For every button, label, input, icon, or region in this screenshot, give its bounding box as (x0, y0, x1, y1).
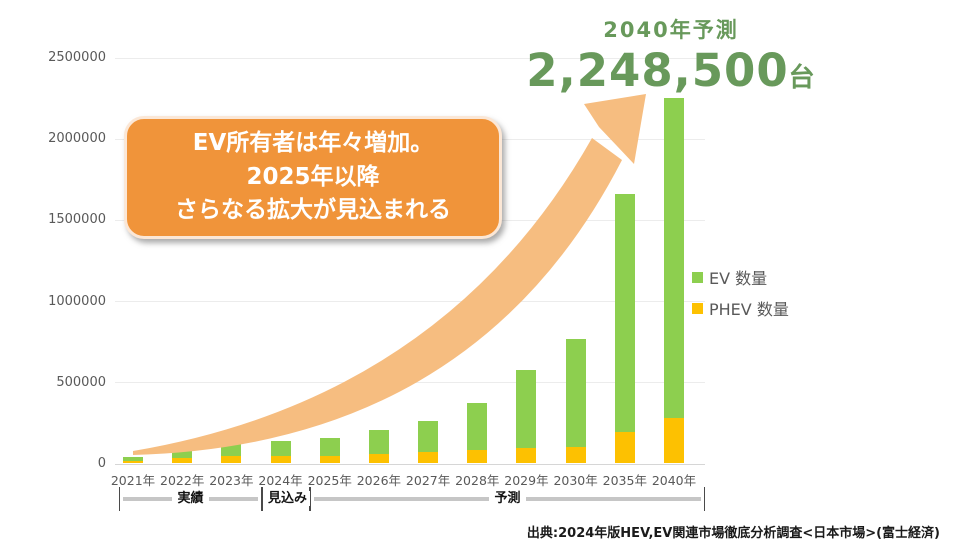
forecast-unit: 台 (788, 63, 816, 93)
bar-segment-phev (172, 458, 193, 463)
y-axis-tick-label: 500000 (56, 374, 106, 390)
bar-segment-phev (319, 456, 340, 463)
x-axis-tick-label: 2040年 (651, 473, 697, 488)
bar-segment-ev (418, 421, 439, 452)
bar-segment-ev (123, 457, 143, 461)
bar-segment-ev (663, 98, 684, 418)
bracket-label-estimate: 見込み (263, 487, 313, 511)
bar-group-2029年 (516, 370, 537, 463)
bar-group-2035年 (614, 194, 635, 463)
x-axis-tick-label: 2027年 (405, 473, 451, 488)
forecast-annotation: 2040年予測 2,248,500台 (441, 14, 901, 93)
bar-segment-phev (565, 447, 586, 463)
bar-segment-phev (418, 452, 439, 463)
bar-segment-phev (614, 432, 635, 463)
x-axis-tick-label: 2030年 (553, 473, 598, 488)
x-axis-tick-label: 2023年 (209, 473, 254, 488)
bar-group-2026年 (368, 430, 389, 463)
forecast-label: 2040年予測 (603, 18, 739, 42)
x-axis-tick-label: 2022年 (160, 473, 205, 488)
bracket-label-actual: 実績 (120, 487, 261, 511)
x-axis-tick-label: 2021年 (110, 473, 156, 488)
bar-segment-ev (270, 441, 291, 456)
x-axis-tick-label: 2025年 (307, 473, 352, 488)
bar-segment-ev (368, 430, 389, 454)
bar-segment-ev (172, 449, 193, 458)
bar-segment-phev (368, 454, 389, 463)
gridline-2500000 (115, 57, 705, 59)
ev-swatch-icon (692, 271, 703, 283)
legend-item-phev: PHEV 数量 (692, 296, 789, 320)
bar-group-2022年 (172, 449, 193, 463)
phev-swatch-icon (692, 302, 703, 314)
bracket-label-forecast: 予測 (311, 487, 704, 511)
x-axis-tick-label: 2026年 (356, 473, 402, 488)
bar-segment-phev (270, 456, 291, 463)
forecast-value: 2,248,500台 (441, 48, 901, 93)
bar-segment-phev (467, 450, 488, 463)
bar-group-2030年 (565, 339, 586, 463)
y-axis-tick-label: 2000000 (48, 131, 106, 147)
legend-item-ev: EV 数量 (692, 265, 789, 289)
bar-segment-ev (221, 440, 242, 456)
bar-group-2025年 (319, 438, 340, 463)
y-axis-tick-label: 0 (97, 456, 106, 471)
legend-label-ev: EV 数量 (709, 269, 768, 288)
axis-group-bracket-actual: 実績 (119, 487, 262, 511)
bar-group-2040年 (663, 98, 684, 463)
bar-segment-phev (663, 418, 684, 463)
bar-group-2028年 (467, 403, 488, 463)
bar-segment-ev (319, 438, 340, 456)
bar-group-2024年 (270, 441, 291, 463)
x-axis-tick-label: 2035年 (602, 473, 647, 488)
legend: EV 数量 PHEV 数量 (692, 265, 789, 327)
x-axis-tick-label: 2024年 (258, 473, 303, 488)
y-axis-tick-label: 2500000 (48, 50, 106, 65)
forecast-number: 2,248,500 (526, 44, 789, 97)
x-axis-tick-label: 2028年 (455, 473, 500, 488)
callout-line-2: 2025年以降 (246, 163, 380, 190)
bar-group-2021年 (123, 457, 143, 463)
axis-group-bracket-estimate: 見込み (262, 487, 313, 511)
bar-segment-ev (516, 370, 537, 448)
y-axis-tick-label: 1000000 (48, 293, 106, 309)
callout-box: EV所有者は年々増加。 2025年以降 さらなる拡大が見込まれる (124, 116, 502, 239)
y-axis: 0 500000 1000000 1500000 2000000 2500000 (28, 50, 106, 471)
callout-line-1: EV所有者は年々増加。 (192, 130, 434, 157)
legend-label-phev: PHEV 数量 (709, 300, 789, 319)
axis-group-bracket-forecast: 予測 (310, 487, 705, 511)
gridline-0 (115, 463, 705, 465)
callout-line-3: さらなる拡大が見込まれる (175, 197, 451, 224)
bar-segment-ev (467, 403, 488, 450)
bar-segment-phev (516, 448, 537, 463)
y-axis-tick-label: 1500000 (48, 212, 106, 228)
source-note: 出典:2024年版HEV,EV関連市場徹底分析調査<日本市場>(富士経済) (526, 526, 940, 541)
bar-segment-ev (565, 339, 586, 447)
bar-segment-ev (614, 194, 635, 432)
x-axis-tick-label: 2029年 (504, 473, 549, 488)
bar-segment-phev (123, 461, 143, 463)
bar-segment-phev (221, 456, 242, 463)
bar-group-2023年 (221, 440, 242, 463)
bar-group-2027年 (418, 421, 439, 463)
